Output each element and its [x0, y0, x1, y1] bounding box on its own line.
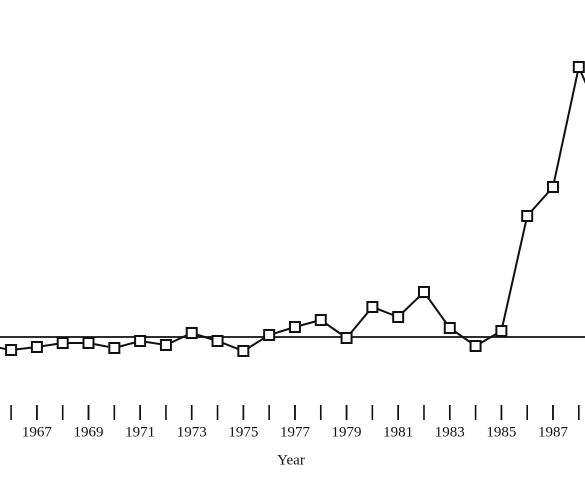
x-tick-label: 1977 [280, 424, 311, 440]
marker [134, 335, 147, 347]
marker [521, 210, 534, 222]
x-tick-label: 1981 [383, 424, 413, 440]
x-tick-label: 1967 [22, 424, 53, 440]
marker [211, 335, 224, 347]
marker [30, 341, 43, 353]
marker [159, 339, 172, 351]
marker [82, 337, 95, 349]
x-tick-label: 1973 [177, 424, 207, 440]
x-tick-label: 1987 [538, 424, 569, 440]
x-tick-label: 1975 [228, 424, 258, 440]
marker [108, 342, 121, 354]
x-tick-label: 1983 [435, 424, 465, 440]
x-axis-label: Year [277, 452, 305, 468]
marker [443, 322, 456, 334]
marker [237, 345, 250, 357]
marker [314, 314, 327, 326]
marker [392, 311, 405, 323]
plot-area: 1967 1969 1971 1973 1975 1977 1979 1981 1983 1985… [0, 61, 585, 440]
marker [5, 344, 18, 356]
data-line [0, 63, 585, 353]
marker [495, 325, 508, 337]
marker [417, 286, 430, 298]
x-tick-label: 1985 [486, 424, 516, 440]
marker [288, 321, 301, 333]
x-tick-label: 1979 [332, 424, 362, 440]
marker [56, 337, 69, 349]
marker [340, 332, 353, 344]
marker [263, 329, 276, 341]
x-tick-label: 1971 [125, 424, 155, 440]
marker [185, 327, 198, 339]
marker [469, 340, 482, 352]
marker [547, 181, 560, 193]
marker [366, 301, 379, 313]
marker [572, 61, 585, 73]
x-tick-label: 1969 [74, 424, 104, 440]
